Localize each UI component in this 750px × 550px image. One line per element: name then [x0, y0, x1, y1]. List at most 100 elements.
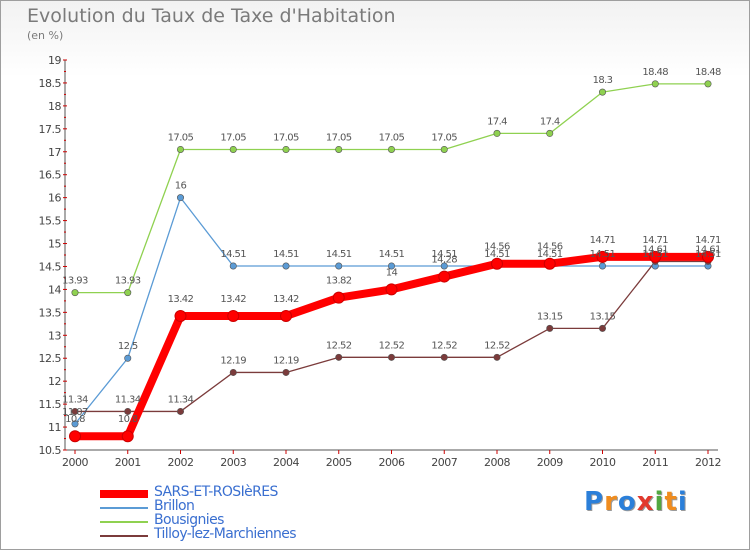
data-point: [702, 250, 714, 263]
data-point: [546, 129, 554, 137]
data-label: 17.05: [431, 132, 457, 143]
y-tick-label: 16: [48, 192, 61, 205]
data-point: [124, 354, 132, 362]
data-label: 12.52: [379, 340, 405, 351]
data-label: 12.5: [118, 341, 138, 352]
data-point: [543, 257, 556, 270]
data-label: 13.82: [326, 276, 352, 287]
data-point: [280, 310, 292, 323]
data-point: [332, 291, 345, 304]
chart-axes: 10.5 11 11.5 12 12.5 13 13.5 14 14.5 15 15.5 16 16.5…: [39, 54, 722, 469]
data-label: 17.05: [273, 132, 299, 143]
x-tick-label: 2005: [326, 456, 352, 469]
data-point: [546, 324, 554, 332]
data-label: 17.4: [487, 116, 507, 127]
data-label: 14.71: [590, 235, 616, 246]
legend-swatch: [100, 521, 148, 523]
chart-title: Evolution du Taux de Taxe d'Habitation: [27, 5, 396, 27]
data-point: [704, 80, 712, 88]
data-point: [174, 310, 187, 323]
data-label: 17.05: [326, 132, 352, 143]
x-tick-label: 2009: [537, 456, 563, 469]
data-label: 13.93: [62, 276, 88, 287]
data-label: 17.4: [540, 116, 560, 127]
legend-swatch: [100, 535, 148, 537]
y-tick-label: 16.5: [39, 169, 62, 182]
data-point: [440, 145, 448, 153]
brand-logo: Proxiti: [584, 487, 688, 517]
data-point: [440, 262, 448, 270]
x-tick-label: 2002: [168, 456, 194, 469]
data-label: 17.05: [220, 132, 246, 143]
data-label: 11.34: [168, 394, 194, 405]
data-label: 11.34: [115, 394, 141, 405]
data-point: [387, 262, 395, 270]
y-tick-label: 10.5: [39, 444, 62, 457]
x-tick-label: 2003: [220, 456, 246, 469]
data-point: [229, 262, 237, 270]
data-label: 14.51: [273, 249, 299, 260]
legend-label: Tilloy-lez-Marchiennes: [154, 526, 297, 542]
x-tick-label: 2004: [273, 456, 299, 469]
data-label: 13.15: [537, 311, 563, 322]
data-label: 13.93: [115, 276, 141, 287]
data-label: 10.8: [65, 414, 85, 425]
data-point: [124, 407, 132, 415]
y-tick-label: 17.5: [39, 123, 62, 136]
data-point: [493, 353, 501, 361]
data-label: 17.05: [379, 132, 405, 143]
data-point: [598, 262, 606, 270]
data-point: [282, 145, 290, 153]
data-label: 12.52: [431, 340, 457, 351]
data-point: [649, 250, 662, 263]
data-label: 13.42: [168, 294, 194, 305]
data-label: 13.15: [590, 311, 616, 322]
data-point: [335, 353, 343, 361]
y-tick-label: 19: [48, 54, 61, 67]
data-label: 14.28: [431, 255, 457, 266]
y-tick-label: 18.5: [39, 77, 62, 90]
data-point: [282, 262, 290, 270]
data-point: [598, 88, 606, 96]
data-label: 11.34: [62, 394, 88, 405]
x-tick-label: 2008: [484, 456, 510, 469]
data-label: 14.56: [484, 242, 510, 253]
data-point: [69, 430, 81, 443]
data-label: 18.48: [695, 67, 721, 78]
data-point: [177, 145, 185, 153]
x-tick-label: 2007: [431, 456, 457, 469]
data-label: 10.8: [118, 414, 138, 425]
data-label: 18.48: [642, 67, 668, 78]
data-point: [229, 145, 237, 153]
data-point: [493, 129, 501, 137]
x-tick-label: 2000: [62, 456, 88, 469]
y-tick-label: 17: [48, 146, 61, 159]
data-label: 13.42: [273, 294, 299, 305]
data-label: 14.51: [484, 249, 510, 260]
data-label: 14.71: [642, 235, 668, 246]
data-label: 14.51: [431, 249, 457, 260]
x-tick-label: 2011: [642, 456, 668, 469]
y-tick-label: 15.5: [39, 215, 62, 228]
legend-label: Bousignies: [154, 512, 224, 528]
data-point: [387, 353, 395, 361]
data-label: 13.42: [220, 294, 246, 305]
y-tick-label: 13: [48, 329, 61, 342]
data-label: 12.52: [484, 340, 510, 351]
data-point: [71, 420, 79, 428]
data-label: 14.71: [695, 235, 721, 246]
data-point: [387, 145, 395, 153]
data-label: 14.61: [642, 244, 668, 255]
legend-label: SARS-ET-ROSIèRES: [154, 484, 278, 500]
data-label: 14.51: [642, 249, 668, 260]
y-tick-label: 12: [48, 375, 61, 388]
data-label: 14.51: [220, 249, 246, 260]
y-tick-label: 13.5: [39, 306, 62, 319]
data-point: [71, 289, 79, 297]
y-tick-label: 11.5: [39, 398, 62, 411]
data-label: 14.51: [537, 249, 563, 260]
data-point: [596, 250, 609, 263]
data-label: 14.61: [695, 244, 721, 255]
